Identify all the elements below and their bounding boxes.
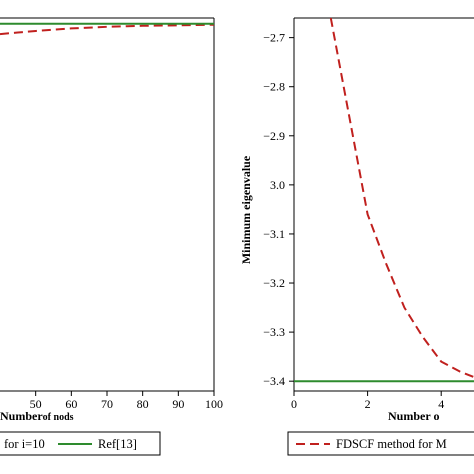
right-y-tick-label-3: 3.0 xyxy=(270,178,285,192)
left-chart: 50 60 70 80 90 100 Numberof nods for i=10 Ref… xyxy=(0,17,223,456)
right-y-tick-label-4: −3.1 xyxy=(263,227,285,241)
right-y-tick-label-1: −2.8 xyxy=(263,80,285,94)
left-series-line-1 xyxy=(0,23,215,36)
right-x-ticks: 0 2 4 xyxy=(291,391,444,411)
left-legend-entry-1-label: for i=10 xyxy=(4,437,45,451)
right-y-tick-label-2: −2.9 xyxy=(263,129,285,143)
right-y-tick-label-5: −3.2 xyxy=(263,276,285,290)
right-chart: −2.7 −2.8 −2.9 3.0 −3.1 −3.2 −3.3 −3.4 0 2 4 Mini… xyxy=(239,17,474,456)
right-y-tick-label-7: −3.4 xyxy=(263,374,285,388)
right-x-tick-label-4: 4 xyxy=(438,397,444,411)
left-series-group xyxy=(0,22,215,36)
right-y-axis-title: Minimum eigenvalue xyxy=(239,155,253,264)
right-legend-box xyxy=(287,431,474,456)
left-x-axis-title-suffix: of nods xyxy=(43,412,74,423)
right-y-tick-label-0: −2.7 xyxy=(263,31,285,45)
left-x-ticks: 50 60 70 80 90 100 xyxy=(30,391,223,411)
left-legend-entry-2-label: Ref[13] xyxy=(98,437,137,451)
left-x-axis-title: Numberof nods xyxy=(0,409,74,423)
left-x-axis-title-main: Number xyxy=(0,409,43,423)
right-legend-entry-1-label: FDSCF method for M xyxy=(336,437,447,451)
left-x-tick-label-60: 60 xyxy=(65,397,77,411)
right-y-tick-label-6: −3.3 xyxy=(263,325,285,339)
right-x-tick-label-0: 0 xyxy=(291,397,297,411)
left-x-tick-label-90: 90 xyxy=(172,397,184,411)
right-series-line-1 xyxy=(329,17,474,379)
right-y-ticks: −2.7 −2.8 −2.9 3.0 −3.1 −3.2 −3.3 −3.4 xyxy=(263,31,294,388)
right-x-tick-label-2: 2 xyxy=(365,397,371,411)
right-x-axis-title: Number o xyxy=(388,409,439,423)
left-legend: for i=10 Ref[13] xyxy=(0,431,161,456)
right-series-group xyxy=(294,17,474,383)
right-legend: FDSCF method for M xyxy=(287,431,474,456)
left-x-tick-label-50: 50 xyxy=(30,397,42,411)
left-x-tick-label-100: 100 xyxy=(205,397,223,411)
left-x-tick-label-80: 80 xyxy=(137,397,149,411)
left-x-tick-label-70: 70 xyxy=(101,397,113,411)
